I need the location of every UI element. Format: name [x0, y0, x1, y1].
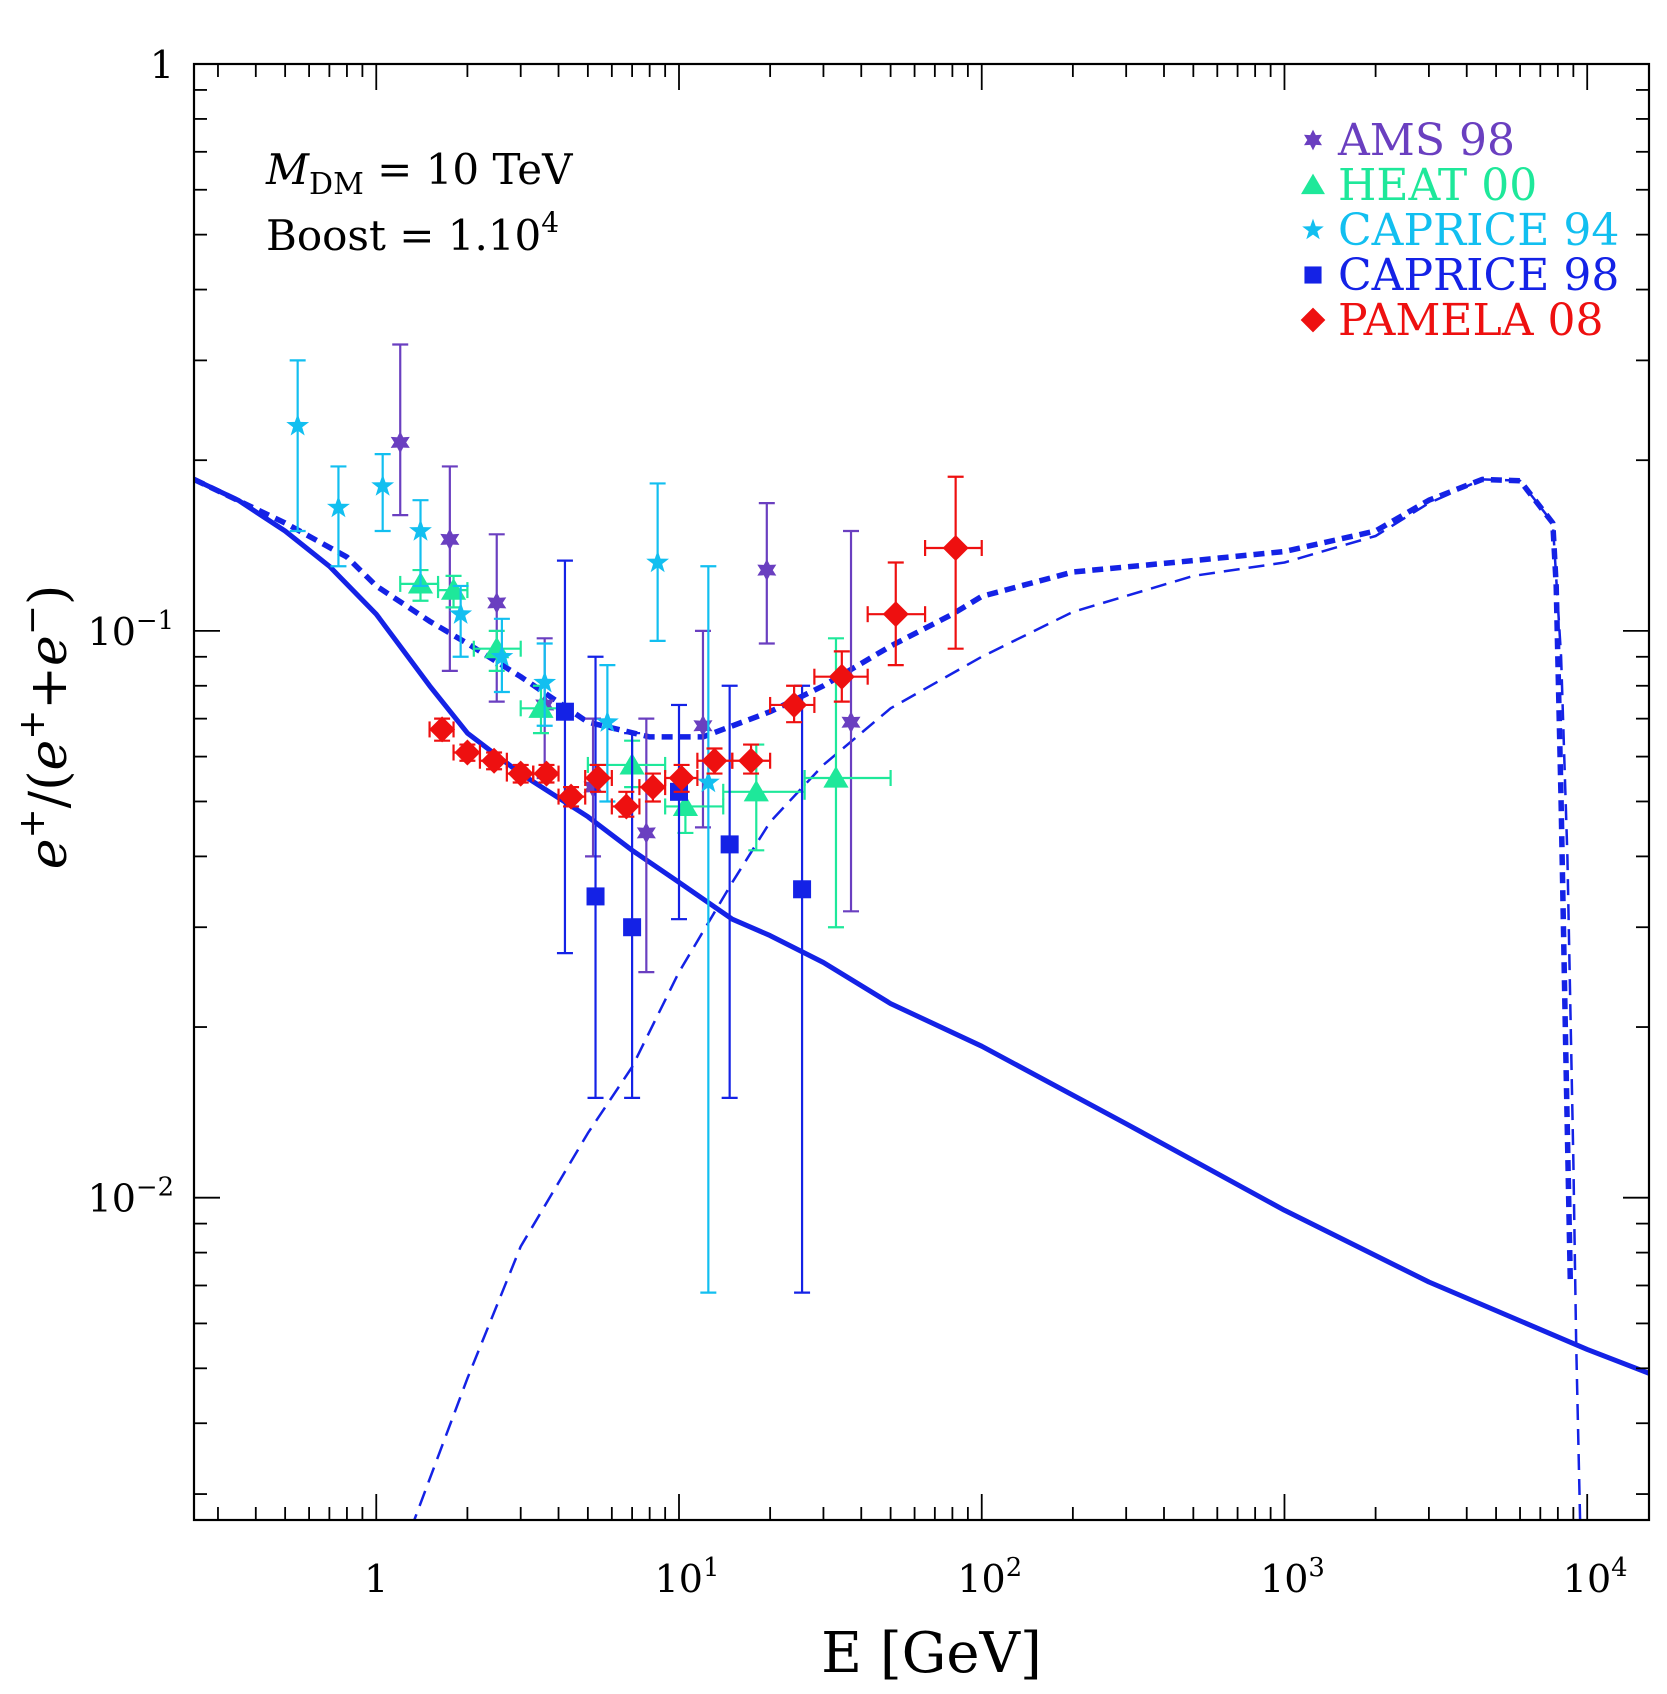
- legend-marker: [1304, 129, 1322, 151]
- x-tick-label: 104: [1563, 1553, 1628, 1601]
- data-point: [533, 760, 560, 787]
- legend-entry: PAMELA 08: [1300, 295, 1603, 346]
- legend-entry: AMS 98: [1304, 115, 1515, 166]
- data-point: [757, 559, 777, 582]
- data-point: [942, 535, 969, 562]
- data-point: [823, 766, 849, 788]
- data-point: [882, 601, 909, 628]
- data-point: [555, 702, 574, 721]
- data-point: [507, 760, 534, 787]
- data-point: [429, 716, 456, 743]
- data-point: [743, 779, 769, 802]
- data-point: [390, 431, 410, 454]
- series-caprice-94: [286, 359, 720, 1294]
- data-point: [636, 821, 656, 844]
- data-point: [623, 918, 642, 937]
- x-tick-label: 1: [364, 1557, 388, 1601]
- y-tick-label: 1: [150, 43, 174, 87]
- data-point: [793, 880, 812, 899]
- data-point: [371, 474, 395, 496]
- legend-entry: CAPRICE 94: [1302, 205, 1619, 256]
- data-point: [286, 413, 310, 436]
- data-point: [440, 528, 460, 551]
- y-tick-label: 10−1: [88, 606, 174, 654]
- data-point: [449, 602, 473, 624]
- data-point: [596, 710, 619, 732]
- data-point: [454, 739, 481, 766]
- data-point: [558, 783, 585, 810]
- legend-label: PAMELA 08: [1338, 295, 1603, 346]
- data-point: [701, 747, 728, 774]
- data-point: [583, 776, 603, 799]
- legend-label: HEAT 00: [1338, 160, 1537, 211]
- legend-entry: HEAT 00: [1301, 160, 1537, 211]
- y-axis-label: e+/(e++e−): [12, 585, 79, 870]
- data-point: [639, 774, 666, 801]
- data-point: [668, 765, 695, 792]
- boost-annotation: Boost = 1.104: [266, 206, 559, 260]
- data-point: [327, 495, 350, 518]
- data-point: [481, 747, 508, 774]
- legend-marker: [1304, 266, 1322, 284]
- legend-label: CAPRICE 98: [1338, 250, 1619, 301]
- legend-marker: [1302, 218, 1324, 240]
- data-point: [828, 663, 855, 690]
- data-point: [693, 714, 713, 737]
- legend-label: CAPRICE 94: [1338, 205, 1619, 256]
- x-tick-label: 103: [1260, 1553, 1325, 1601]
- legend-label: AMS 98: [1337, 115, 1515, 166]
- legend-entry: CAPRICE 98: [1304, 250, 1619, 301]
- x-axis-label: E [GeV]: [821, 1621, 1042, 1686]
- data-point: [738, 747, 765, 774]
- data-point: [646, 550, 669, 573]
- data-point: [720, 835, 739, 854]
- plot-frame: [192, 62, 1651, 1522]
- legend-marker: [1300, 307, 1326, 333]
- data-point: [696, 770, 720, 793]
- data-point: [490, 644, 514, 667]
- data-point: [533, 670, 557, 693]
- series-heat-00: [399, 568, 892, 929]
- data-point: [586, 887, 605, 906]
- data-point: [528, 696, 554, 718]
- data-point: [613, 793, 640, 820]
- legend-marker: [1301, 173, 1325, 195]
- data-point: [487, 591, 507, 614]
- data-points: [286, 343, 983, 1294]
- data-point: [781, 691, 808, 718]
- mass-annotation: MDM = 10 TeV: [265, 145, 573, 202]
- x-tick-label: 102: [957, 1553, 1022, 1601]
- series-pamela-08: [428, 475, 983, 820]
- data-point: [409, 519, 432, 541]
- y-tick-label: 10−2: [88, 1173, 174, 1221]
- axes: 1 101 102 103 104 1 10−1 10−2 E [GeV] e+/(e++e−): [12, 43, 1651, 1686]
- x-tick-label: 101: [655, 1553, 720, 1601]
- curve-signal: [412, 478, 1582, 1520]
- data-point: [584, 765, 611, 792]
- data-point: [841, 711, 861, 734]
